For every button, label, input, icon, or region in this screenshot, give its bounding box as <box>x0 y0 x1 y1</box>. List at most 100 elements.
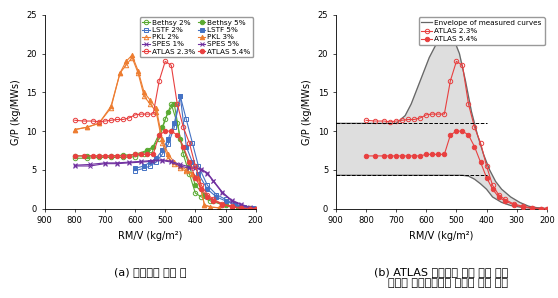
PKL 3% <box>141 91 147 94</box>
ATLAS 2.3% <box>537 207 544 210</box>
ATLAS 2.3% <box>519 204 526 208</box>
SPES 1% <box>168 160 175 164</box>
ATLAS 5.4% <box>71 154 78 158</box>
Line: LSTF 5%: LSTF 5% <box>133 94 258 211</box>
ATLAS 5.4% <box>429 153 436 156</box>
SPES 5% <box>219 190 226 194</box>
Envelope of measured curves <box>414 87 421 90</box>
PKL 2% <box>95 122 102 125</box>
Text: (a) 자연순환 유동 맵: (a) 자연순환 유동 맵 <box>114 267 186 277</box>
SPES 5% <box>159 158 166 162</box>
ATLAS 5.4% <box>387 154 393 158</box>
Envelope of measured curves <box>507 195 514 199</box>
LSTF 5% <box>189 160 196 164</box>
ATLAS 2.3% <box>228 204 235 208</box>
Line: ATLAS 2.3%: ATLAS 2.3% <box>73 59 258 211</box>
SPES 5% <box>246 206 253 209</box>
ATLAS 5.4% <box>252 207 259 210</box>
ATLAS 2.3% <box>483 164 490 168</box>
ATLAS 2.3% <box>496 193 502 196</box>
PKL 2% <box>71 128 78 131</box>
SPES 5% <box>177 163 184 166</box>
SPES 1% <box>228 199 235 203</box>
Bethsy 5% <box>234 205 241 209</box>
PKL 3% <box>165 153 171 156</box>
PKL 2% <box>177 167 184 170</box>
ATLAS 2.3% <box>405 118 412 121</box>
LSTF 2% <box>213 193 220 196</box>
SPES 1% <box>192 167 199 170</box>
PKL 2% <box>108 106 114 110</box>
Envelope of measured curves <box>432 44 439 48</box>
Bethsy 5% <box>210 199 217 203</box>
SPES 1% <box>204 172 211 176</box>
PKL 2% <box>195 176 202 179</box>
Bethsy 2% <box>147 149 153 152</box>
ATLAS 2.3% <box>180 125 186 129</box>
LSTF 2% <box>183 118 190 121</box>
Bethsy 5% <box>84 154 90 158</box>
LSTF 2% <box>249 207 256 210</box>
Bethsy 5% <box>95 154 102 158</box>
X-axis label: RM/V (kg/m²): RM/V (kg/m²) <box>118 231 182 241</box>
PKL 2% <box>201 203 208 207</box>
Envelope of measured curves <box>363 122 369 125</box>
ATLAS 2.3% <box>246 207 253 210</box>
LSTF 2% <box>153 160 160 164</box>
Bethsy 5% <box>186 164 193 168</box>
ATLAS 2.3% <box>252 207 259 210</box>
ATLAS 2.3% <box>363 119 369 122</box>
SPES 5% <box>71 163 78 167</box>
Bethsy 5% <box>252 207 259 210</box>
SPES 1% <box>246 206 253 209</box>
Bethsy 2% <box>119 156 126 159</box>
Line: ATLAS 2.3%: ATLAS 2.3% <box>364 59 549 211</box>
ATLAS 5.4% <box>228 205 235 209</box>
LSTF 5% <box>249 207 256 210</box>
ATLAS 2.3% <box>501 198 508 201</box>
SPES 5% <box>210 179 217 182</box>
Bethsy 2% <box>192 191 199 195</box>
ATLAS 2.3% <box>114 118 121 121</box>
ATLAS 2.3% <box>138 112 145 116</box>
Line: SPES 5%: SPES 5% <box>73 158 258 211</box>
ATLAS 2.3% <box>477 141 484 145</box>
PKL 3% <box>123 60 129 63</box>
SPES 1% <box>114 162 121 165</box>
SPES 5% <box>114 161 121 165</box>
ATLAS 5.4% <box>543 207 550 210</box>
Envelope of measured curves <box>420 71 427 75</box>
ATLAS 2.3% <box>453 60 460 63</box>
PKL 3% <box>71 128 78 131</box>
Bethsy 5% <box>201 193 208 196</box>
Bethsy 2% <box>186 172 193 176</box>
ATLAS 2.3% <box>102 119 108 123</box>
ATLAS 2.3% <box>126 116 132 120</box>
LSTF 5% <box>171 122 177 125</box>
PKL 3% <box>183 168 190 172</box>
Line: PKL 3%: PKL 3% <box>73 53 222 210</box>
Bethsy 2% <box>84 156 90 160</box>
ATLAS 2.3% <box>393 119 400 123</box>
ATLAS 2.3% <box>144 112 151 116</box>
ATLAS 2.3% <box>489 184 496 187</box>
Envelope of measured curves <box>348 122 354 125</box>
ATLAS 2.3% <box>119 118 126 121</box>
SPES 5% <box>86 163 93 166</box>
Envelope of measured curves <box>526 204 532 208</box>
ATLAS 5.4% <box>471 145 478 148</box>
ATLAS 2.3% <box>186 141 193 145</box>
ATLAS 2.3% <box>174 102 181 106</box>
Y-axis label: G/P (kg/MWs): G/P (kg/MWs) <box>302 79 312 145</box>
ATLAS 5.4% <box>162 129 169 133</box>
PKL 3% <box>153 106 160 110</box>
ATLAS 2.3% <box>168 63 175 67</box>
ATLAS 2.3% <box>198 184 205 187</box>
PKL 3% <box>201 203 208 207</box>
SPES 5% <box>186 165 193 169</box>
Line: SPES 1%: SPES 1% <box>73 158 258 211</box>
SPES 1% <box>159 159 166 162</box>
Text: (b) ATLAS 자연순환 유동 맵과 국외
    열수력 종합효과실험 장치의 커브 밴드: (b) ATLAS 자연순환 유동 맵과 국외 열수력 종합효과실험 장치의 커… <box>374 267 508 288</box>
Envelope of measured curves <box>333 122 339 125</box>
Line: Envelope of measured curves: Envelope of measured curves <box>336 38 547 209</box>
